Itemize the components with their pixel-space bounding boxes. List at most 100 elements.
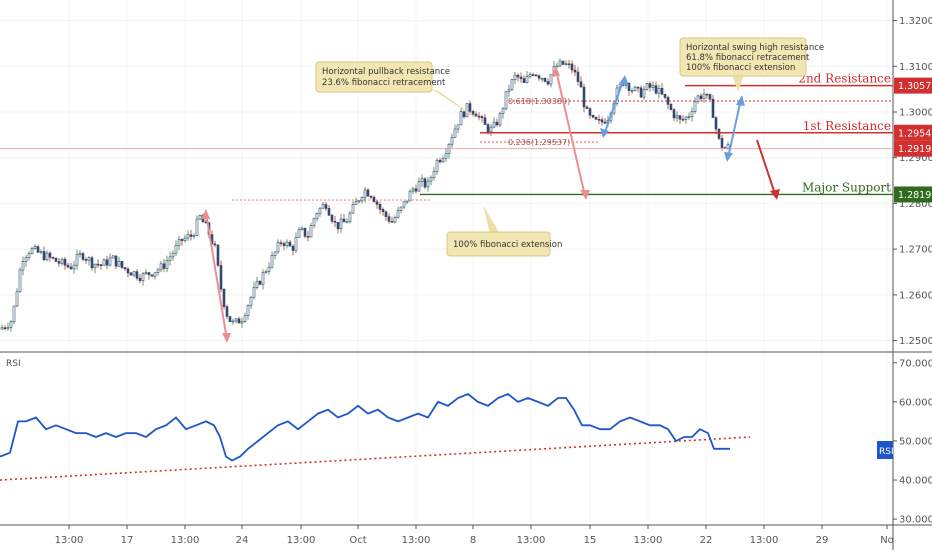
candle[interactable] [6, 322, 10, 332]
candle[interactable] [597, 114, 601, 125]
candle[interactable] [237, 316, 241, 324]
price-axis[interactable]: 1.32000 1.31000 1.30000 1.29000 1.28000 1.270… [893, 16, 932, 347]
candle[interactable] [423, 177, 427, 190]
annotation-extension[interactable]: 100% fibonacci extension [446, 205, 562, 257]
candle[interactable] [336, 221, 340, 234]
candle[interactable] [255, 276, 259, 290]
candle[interactable] [234, 318, 238, 324]
candle[interactable] [297, 227, 301, 238]
candle[interactable] [300, 226, 304, 231]
candle[interactable] [462, 110, 466, 119]
candle[interactable] [663, 93, 667, 100]
candle[interactable] [72, 260, 76, 274]
candle[interactable] [483, 113, 487, 125]
candle[interactable] [405, 200, 409, 205]
candle[interactable] [660, 83, 664, 96]
candle[interactable] [417, 177, 421, 192]
candle[interactable] [465, 103, 469, 118]
candle[interactable] [24, 255, 28, 267]
candle[interactable] [27, 251, 31, 261]
candle[interactable] [216, 244, 220, 268]
candle[interactable] [588, 107, 592, 119]
candle[interactable] [135, 269, 139, 281]
candle[interactable] [354, 197, 358, 205]
candle[interactable] [159, 260, 163, 273]
candle[interactable] [324, 201, 328, 211]
candle[interactable] [102, 258, 106, 266]
candle[interactable] [168, 251, 172, 266]
candle[interactable] [678, 114, 682, 124]
candle[interactable] [699, 93, 703, 101]
candle[interactable] [150, 274, 154, 278]
candle[interactable] [147, 272, 151, 280]
candle[interactable] [18, 267, 22, 293]
candle[interactable] [87, 256, 91, 266]
candle[interactable] [474, 111, 478, 117]
candle[interactable] [504, 91, 508, 111]
candle[interactable] [288, 240, 292, 247]
candle[interactable] [426, 177, 430, 192]
candle[interactable] [222, 288, 226, 310]
candle[interactable] [156, 267, 160, 276]
candle[interactable] [600, 116, 604, 126]
candle[interactable] [36, 244, 40, 254]
candle[interactable] [66, 262, 70, 269]
candle[interactable] [261, 269, 265, 290]
candle[interactable] [372, 195, 376, 203]
candle[interactable] [162, 258, 166, 273]
candle[interactable] [174, 240, 178, 257]
candle[interactable] [489, 123, 493, 136]
candle[interactable] [252, 282, 256, 300]
candle[interactable] [639, 85, 643, 98]
candle[interactable] [711, 94, 715, 118]
candle[interactable] [702, 88, 706, 103]
candle[interactable] [546, 78, 550, 86]
candle[interactable] [666, 95, 670, 110]
candle[interactable] [651, 81, 655, 92]
candle[interactable] [117, 256, 121, 267]
candle[interactable] [276, 239, 280, 254]
candle[interactable] [528, 72, 532, 79]
candle[interactable] [285, 239, 289, 249]
candle[interactable] [432, 166, 436, 181]
candle[interactable] [258, 280, 262, 286]
candle[interactable] [492, 117, 496, 129]
key-levels[interactable]: 2nd Resistance 1.30577 1st Resistance 1.295… [0, 72, 932, 203]
candle[interactable] [189, 229, 193, 241]
candle[interactable] [96, 259, 100, 268]
candle[interactable] [345, 218, 349, 224]
candle[interactable] [369, 195, 373, 200]
candle[interactable] [30, 246, 34, 255]
level-line[interactable]: 2nd Resistance 1.30577 [685, 72, 932, 94]
candle[interactable] [0, 324, 4, 330]
candle[interactable] [669, 102, 673, 111]
candle[interactable] [435, 158, 439, 175]
candle[interactable] [15, 288, 19, 307]
candle[interactable] [327, 205, 331, 216]
candle[interactable] [321, 201, 325, 209]
candle[interactable] [45, 250, 49, 262]
candle[interactable] [525, 71, 529, 84]
candle[interactable] [384, 210, 388, 221]
candle[interactable] [309, 222, 313, 238]
candle[interactable] [360, 196, 364, 204]
level-line[interactable]: 1st Resistance 1.29546 [480, 119, 932, 141]
candle[interactable] [681, 114, 685, 122]
candle[interactable] [408, 189, 412, 202]
candle[interactable] [219, 260, 223, 293]
candle[interactable] [549, 74, 553, 88]
candle[interactable] [519, 72, 523, 83]
candle[interactable] [468, 100, 472, 115]
candle[interactable] [714, 116, 718, 135]
candle[interactable] [657, 84, 661, 99]
candle[interactable] [291, 244, 295, 256]
candle[interactable] [81, 251, 85, 262]
candle[interactable] [414, 184, 418, 194]
candle[interactable] [141, 271, 145, 286]
candle[interactable] [126, 267, 130, 278]
candle[interactable] [42, 246, 46, 262]
candle[interactable] [111, 254, 115, 259]
candle[interactable] [687, 112, 691, 120]
rsi-line[interactable] [0, 392, 730, 462]
candle[interactable] [183, 234, 187, 243]
